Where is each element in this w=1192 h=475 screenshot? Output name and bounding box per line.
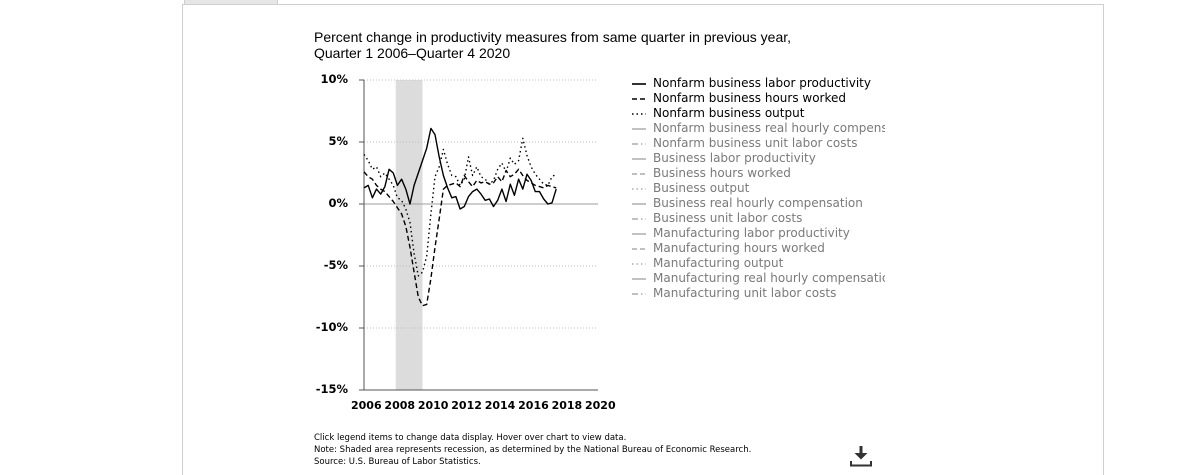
- legend-item-12[interactable]: Manufacturing output: [630, 256, 885, 271]
- x-tick-label-6: 2018: [551, 399, 583, 412]
- legend-swatch-7: [632, 188, 646, 190]
- y-tick-label-1: 5%: [328, 134, 348, 148]
- series-line-1: [363, 168, 557, 307]
- chart-title-line1: Percent change in productivity measures …: [314, 29, 792, 45]
- x-tick-label-3: 2012: [451, 399, 482, 412]
- legend-item-2[interactable]: Nonfarm business output: [630, 106, 885, 121]
- legend-label-6: Business hours worked: [653, 166, 791, 180]
- chart-title-line2: Quarter 1 2006–Quarter 4 2020: [314, 45, 511, 61]
- legend-item-3[interactable]: Nonfarm business real hourly compens: [630, 121, 885, 136]
- legend-item-8[interactable]: Business real hourly compensation: [630, 196, 885, 211]
- y-tick-label-5: -15%: [315, 382, 348, 396]
- legend-label-11: Manufacturing hours worked: [653, 241, 825, 255]
- legend-swatch-3: [632, 128, 646, 130]
- y-tick-label-3: -5%: [323, 258, 348, 272]
- legend-label-1: Nonfarm business hours worked: [653, 91, 847, 105]
- notes-instructions: Click legend items to change data displa…: [314, 433, 627, 443]
- x-tick-label-7: 2020: [585, 399, 616, 412]
- y-tick-label-4: -10%: [315, 320, 348, 334]
- legend-swatch-9: [632, 218, 646, 220]
- x-tick-label-1: 2008: [384, 399, 416, 412]
- recession-shade: [395, 80, 423, 390]
- y-tick-label-0: 10%: [320, 72, 348, 86]
- notes-source: Source: U.S. Bureau of Labor Statistics.: [314, 457, 481, 467]
- legend-swatch-8: [632, 203, 646, 205]
- legend-label-9: Business unit labor costs: [653, 211, 803, 225]
- legend-label-10: Manufacturing labor productivity: [653, 226, 850, 240]
- legend-swatch-10: [632, 233, 646, 235]
- legend-swatch-5: [632, 158, 646, 160]
- chart-title: Percent change in productivity measures …: [314, 29, 791, 61]
- legend-item-7[interactable]: Business output: [630, 181, 885, 196]
- legend-label-7: Business output: [653, 181, 750, 195]
- x-tick-label-2: 2010: [417, 399, 449, 412]
- legend-swatch-0: [632, 83, 646, 85]
- legend-label-13: Manufacturing real hourly compensatic: [653, 271, 885, 285]
- chart-notes: Click legend items to change data displa…: [314, 432, 751, 468]
- legend-label-3: Nonfarm business real hourly compens: [653, 121, 885, 135]
- legend-swatch-13: [632, 278, 646, 280]
- legend-label-0: Nonfarm business labor productivity: [653, 76, 871, 90]
- chart-panel: [182, 4, 1104, 475]
- legend-label-14: Manufacturing unit labor costs: [653, 286, 837, 300]
- legend-item-10[interactable]: Manufacturing labor productivity: [630, 226, 885, 241]
- legend-label-4: Nonfarm business unit labor costs: [653, 136, 858, 150]
- legend-item-14[interactable]: Manufacturing unit labor costs: [630, 286, 885, 301]
- legend-label-2: Nonfarm business output: [653, 106, 805, 120]
- legend-swatch-4: [632, 143, 646, 145]
- x-tick-label-5: 2016: [518, 399, 549, 412]
- legend-label-12: Manufacturing output: [653, 256, 784, 270]
- legend-label-5: Business labor productivity: [653, 151, 816, 165]
- legend-item-5[interactable]: Business labor productivity: [630, 151, 885, 166]
- chart-legend: Nonfarm business labor productivity Nonfa…: [630, 76, 885, 301]
- legend-item-4[interactable]: Nonfarm business unit labor costs: [630, 136, 885, 151]
- legend-item-11[interactable]: Manufacturing hours worked: [630, 241, 885, 256]
- legend-swatch-14: [632, 293, 646, 295]
- y-tick-label-2: 0%: [328, 196, 348, 210]
- notes-recession: Note: Shaded area represents recession, …: [314, 445, 752, 455]
- download-icon[interactable]: [849, 444, 873, 468]
- legend-item-13[interactable]: Manufacturing real hourly compensatic: [630, 271, 885, 286]
- legend-label-8: Business real hourly compensation: [653, 196, 863, 210]
- legend-swatch-6: [632, 173, 646, 175]
- legend-swatch-2: [632, 113, 646, 115]
- x-tick-label-0: 2006: [351, 399, 382, 412]
- legend-item-6[interactable]: Business hours worked: [630, 166, 885, 181]
- legend-swatch-1: [632, 98, 646, 100]
- x-tick-label-4: 2014: [484, 399, 516, 412]
- legend-item-0[interactable]: Nonfarm business labor productivity: [630, 76, 885, 91]
- series-line-0: [363, 127, 557, 210]
- legend-item-1[interactable]: Nonfarm business hours worked: [630, 91, 885, 106]
- legend-swatch-11: [632, 248, 646, 250]
- legend-swatch-12: [632, 263, 646, 265]
- legend-item-9[interactable]: Business unit labor costs: [630, 211, 885, 226]
